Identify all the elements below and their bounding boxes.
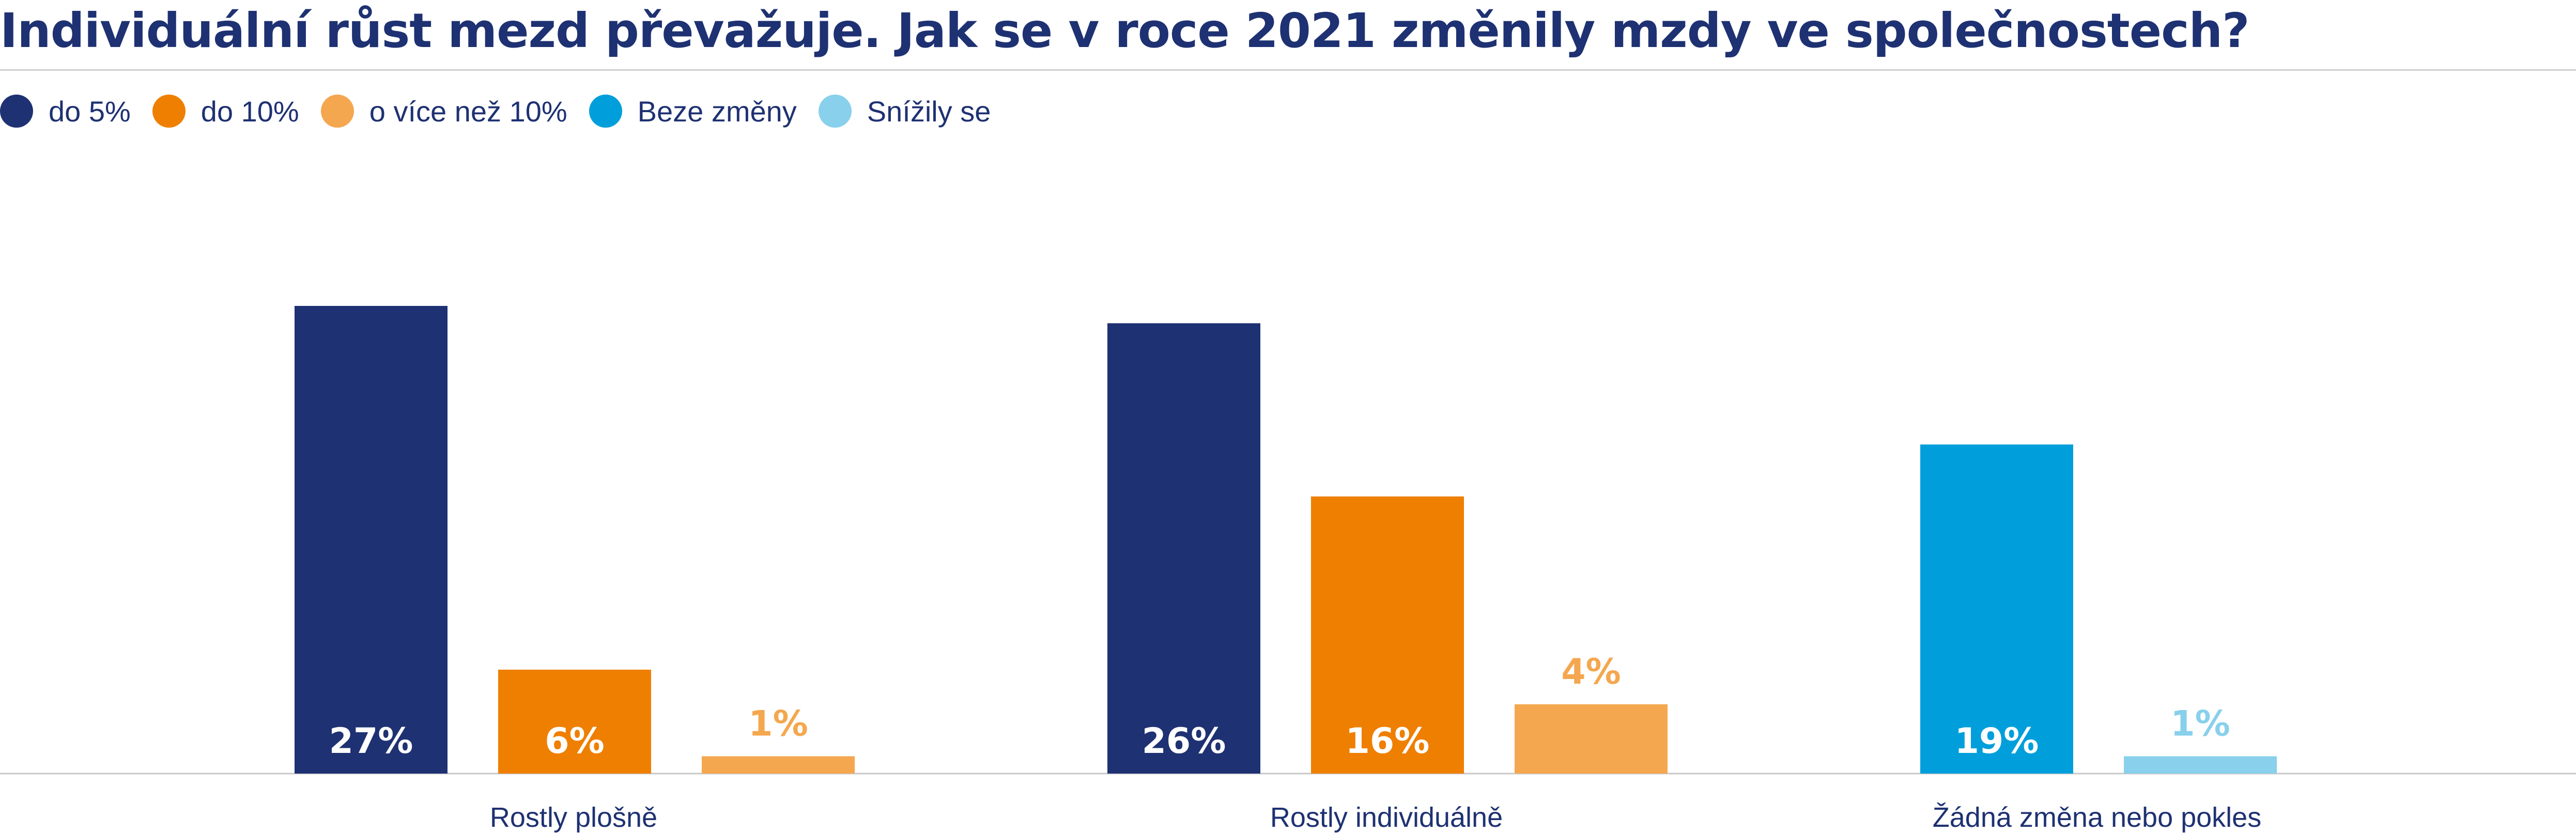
data-label: 1% — [2170, 703, 2230, 744]
data-label: 27% — [329, 721, 413, 762]
legend-swatch-icon — [589, 95, 622, 128]
data-label: 6% — [545, 721, 604, 762]
legend-swatch-icon — [0, 95, 33, 128]
bar — [295, 306, 448, 774]
bar — [498, 669, 651, 774]
data-label: 1% — [748, 703, 808, 744]
bar — [1311, 496, 1464, 774]
legend-item-snizily-se: Snížily se — [818, 95, 991, 128]
legend-item-beze-zmeny: Beze změny — [589, 95, 797, 128]
legend-label: Beze změny — [637, 95, 797, 128]
bar — [2124, 756, 2277, 774]
legend-swatch-icon — [818, 95, 852, 128]
legend-label: o více než 10% — [369, 95, 567, 128]
chart-title: Individuální růst mezd převažuje. Jak se… — [0, 3, 2249, 58]
data-label: 4% — [1561, 652, 1621, 692]
legend-item-do-5: do 5% — [0, 95, 131, 128]
legend-swatch-icon — [152, 95, 186, 128]
category-label: Rostly individuálně — [1270, 802, 1503, 833]
bar — [1107, 323, 1260, 774]
category-label: Žádná změna nebo pokles — [1933, 802, 2261, 833]
legend-label: do 5% — [49, 95, 131, 128]
category-label: Rostly plošně — [490, 802, 657, 833]
legend-swatch-icon — [320, 95, 354, 128]
data-label: 26% — [1142, 721, 1226, 762]
bar — [702, 756, 855, 774]
legend: do 5% do 10% o více než 10% Beze změny S… — [0, 88, 1012, 134]
data-label: 16% — [1346, 721, 1430, 762]
bar — [1920, 444, 2073, 774]
bar — [1515, 704, 1668, 774]
legend-item-do-10: do 10% — [152, 95, 299, 128]
title-divider — [0, 69, 2576, 71]
legend-label: Snížily se — [867, 95, 991, 128]
legend-item-vice-nez-10: o více než 10% — [320, 95, 567, 128]
data-label: 19% — [1955, 721, 2039, 762]
legend-label: do 10% — [200, 95, 299, 128]
